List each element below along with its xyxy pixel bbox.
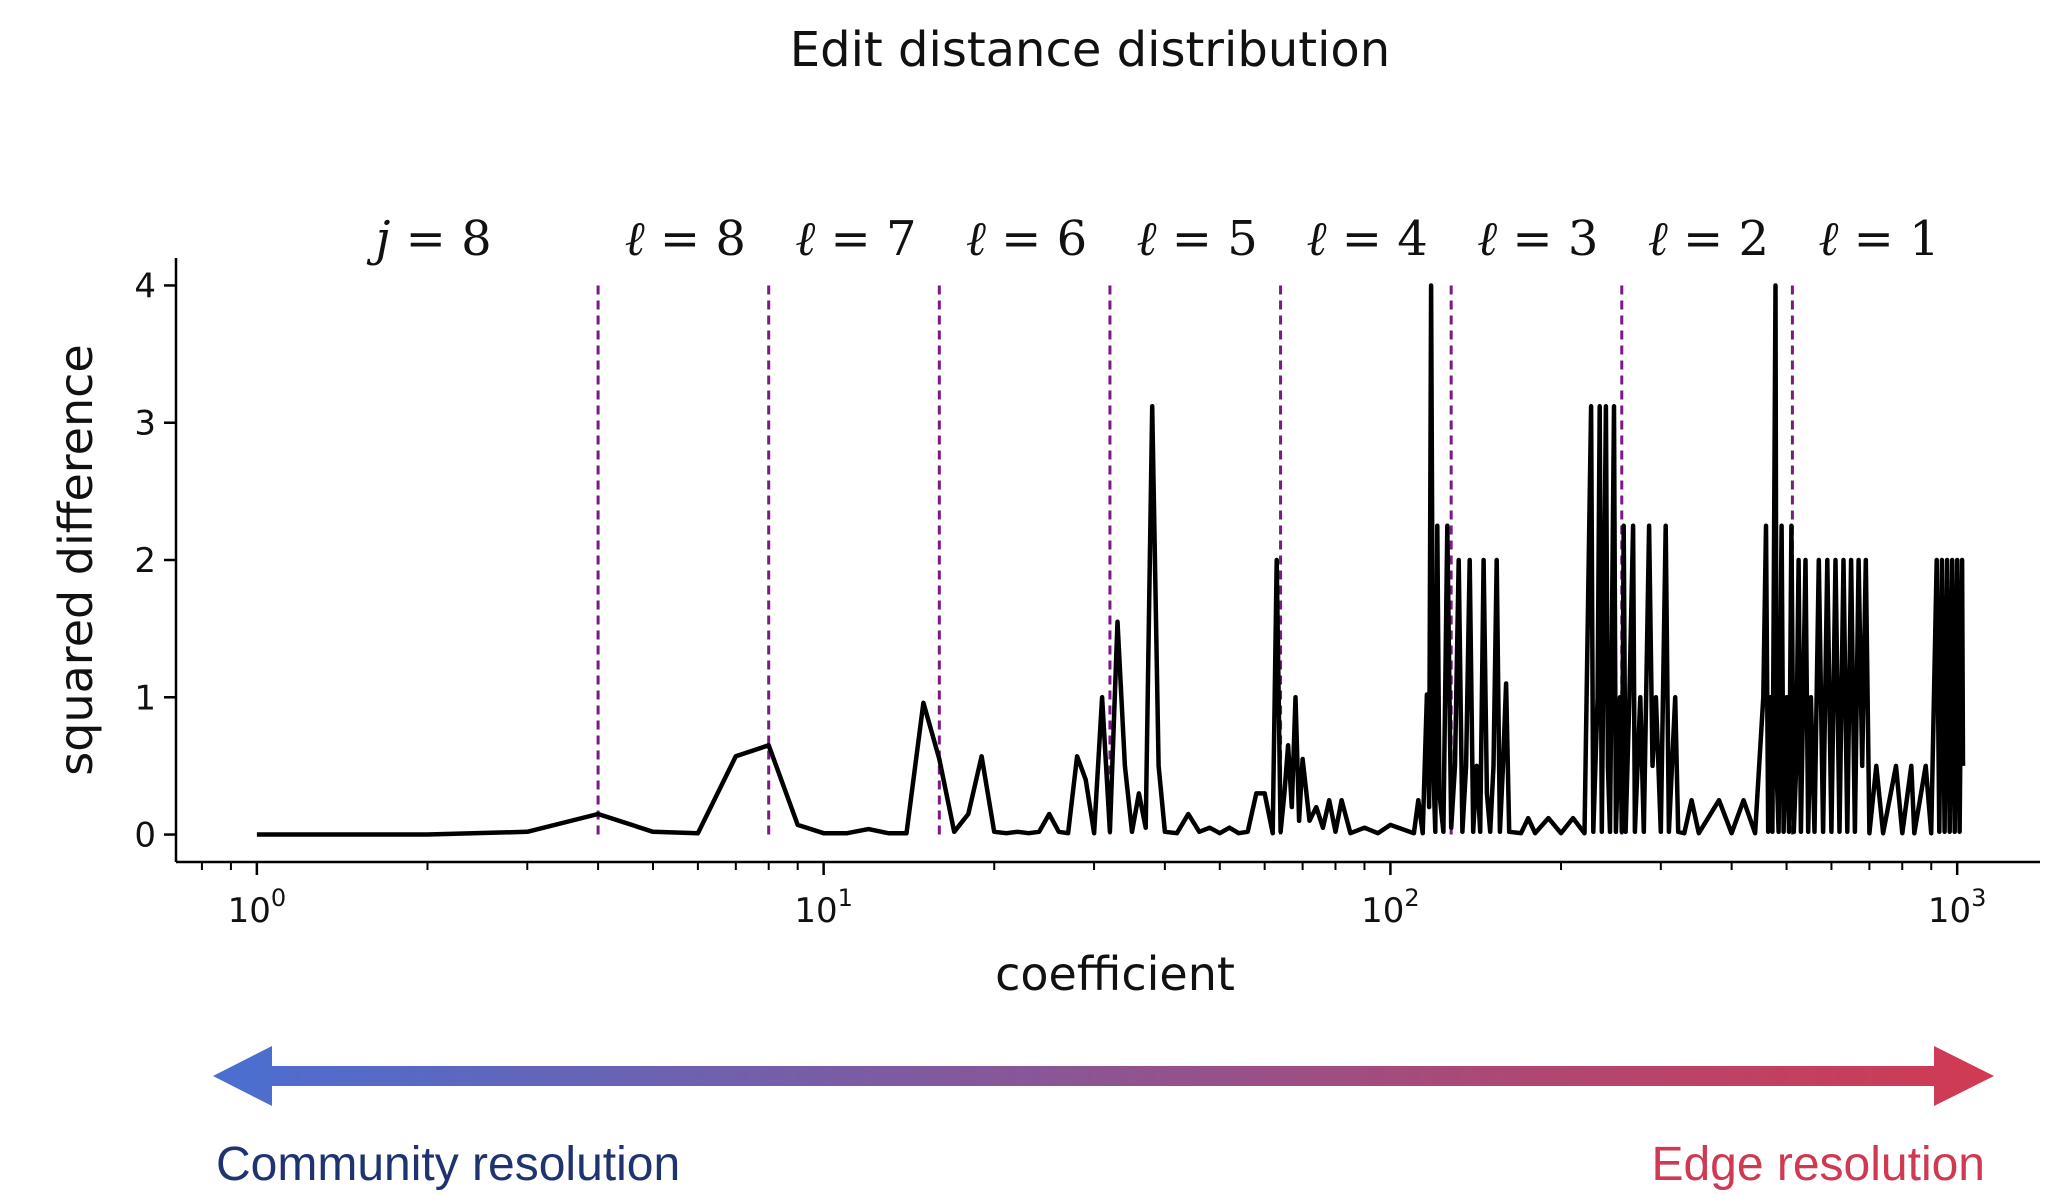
region-label: ℓ = 5 [1136, 211, 1257, 267]
y-tick-label: 1 [134, 678, 156, 718]
region-label: ℓ = 8 [625, 211, 746, 267]
community-resolution-label: Community resolution [216, 1138, 680, 1191]
x-tick-label: 101 [794, 884, 853, 931]
series-line [256, 283, 1966, 837]
x-tick-label: 103 [1928, 884, 1987, 931]
x-ticks: 100 101 102 103 [200, 862, 1987, 931]
divider-lines [596, 285, 1794, 835]
resolution-arrow [213, 1046, 1994, 1106]
region-label: ℓ = 3 [1477, 211, 1598, 267]
y-tick-label: 4 [134, 266, 156, 306]
chart-title: Edit distance distribution [790, 22, 1390, 78]
region-label: ℓ = 7 [795, 211, 916, 267]
y-ticks: 0 1 2 3 4 [134, 266, 176, 856]
y-axis-label: squared difference [49, 344, 103, 775]
x-tick-label: 100 [228, 884, 287, 931]
region-label: ℓ = 6 [966, 211, 1087, 267]
region-label: ℓ = 1 [1818, 211, 1939, 267]
y-tick-label: 3 [134, 404, 156, 444]
x-axis-label: coefficient [995, 947, 1235, 1001]
y-tick-label: 0 [134, 816, 156, 856]
region-labels: j = 8 ℓ = 8 ℓ = 7 ℓ = 6 ℓ = 5 ℓ = 4 ℓ = 3 ℓ = 2… [366, 211, 1939, 267]
edge-resolution-label: Edge resolution [1651, 1138, 1985, 1191]
region-label: ℓ = 4 [1307, 211, 1428, 267]
x-tick-label: 102 [1361, 884, 1420, 931]
region-label: j = 8 [366, 211, 491, 267]
resolution-arrow-shape [213, 1046, 1994, 1106]
region-label: ℓ = 2 [1648, 211, 1769, 267]
y-tick-label: 2 [134, 541, 156, 581]
data-series [256, 283, 1966, 837]
